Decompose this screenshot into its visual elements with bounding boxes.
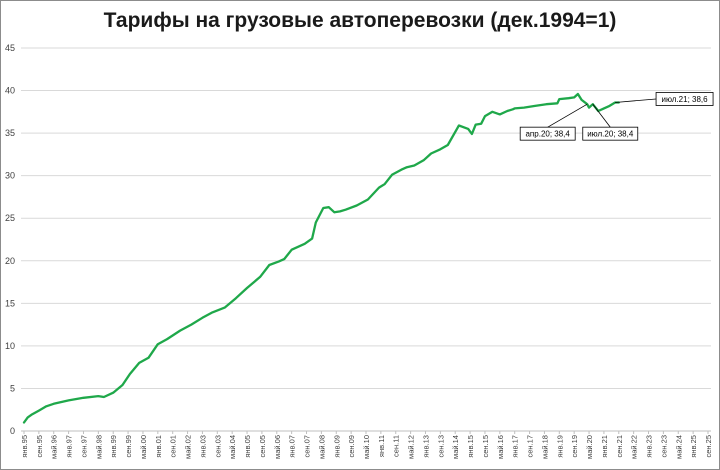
x-tick-label: сен.01 [169,435,178,458]
y-tick-label: 30 [5,171,15,181]
x-tick-label: май.16 [496,435,505,459]
x-tick-label: янв.11 [377,435,386,457]
x-tick-label: янв.07 [288,435,297,458]
x-tick-label: май.14 [451,435,460,459]
x-tick-label: сен.97 [79,435,88,458]
y-tick-label: 5 [10,383,15,393]
x-tick-label: май.08 [317,435,326,459]
annotation-label: июл.21; 38,6 [662,95,709,104]
x-tick-label: май.12 [407,435,416,459]
x-tick-label: сен.99 [124,435,133,458]
x-tick-label: сен.19 [570,435,579,458]
x-tick-label: янв.01 [154,435,163,458]
chart-title: Тарифы на грузовые автоперевозки (дек.19… [103,9,617,32]
x-axis-ticks: янв.95 сен.95 май.96 янв.97 сен.97 май.98 янв.… [20,435,713,459]
x-tick-label: сен.13 [436,435,445,458]
x-tick-label: янв.19 [555,435,564,458]
annotation-label: июл.20; 38,4 [587,130,634,139]
x-tick-label: янв.09 [332,435,341,458]
y-tick-label: 15 [5,298,15,308]
y-tick-label: 10 [5,341,15,351]
x-tick-label: янв.03 [198,435,207,458]
x-tick-label: янв.23 [645,435,654,458]
x-tick-label: янв.95 [20,435,29,458]
x-tick-label: янв.17 [511,435,520,458]
series-line [22,92,620,424]
x-tick-label: сен.09 [347,435,356,458]
series-layer [22,92,620,424]
x-tick-label: май.10 [362,435,371,459]
annotation-box [519,126,576,141]
y-tick-label: 40 [5,86,15,96]
y-tick-label: 20 [5,256,15,266]
x-tick-label: май.98 [94,435,103,459]
x-tick-label: май.96 [50,435,59,459]
annotation-leader [592,103,611,128]
x-tick-label: сен.25 [704,435,713,458]
x-tick-label: май.00 [139,435,148,459]
x-tick-label: сен.07 [303,435,312,458]
x-tick-label: янв.97 [65,435,74,458]
x-tick-label: май.06 [273,435,282,459]
x-tick-label: сен.03 [213,435,222,458]
annotation-box [655,92,714,106]
annotation-ann-apr20: апр.20; 38,4 [519,103,588,141]
annotation-ann-jul20: июл.20; 38,4 [582,103,639,141]
x-tick-label: май.24 [674,435,683,459]
annotation-leader [547,103,588,128]
y-tick-label: 35 [5,128,15,138]
x-tick-label: сен.17 [526,435,535,458]
x-tick-label: сен.95 [35,435,44,458]
gridlines [21,47,711,432]
annotation-box [582,126,639,141]
x-tick-label: янв.15 [466,435,475,458]
annotation-leader [615,98,657,103]
x-tick-label: сен.15 [481,435,490,458]
x-tick-label: сен.23 [659,435,668,458]
annotation-ann-jul21: июл.21; 38,6 [615,92,714,106]
x-tick-label: сен.11 [392,435,401,457]
x-tick-label: май.04 [228,435,237,459]
x-tick-label: янв.25 [689,435,698,458]
y-tick-label: 0 [10,426,15,436]
x-tick-label: май.20 [585,435,594,459]
x-tick-label: янв.13 [421,435,430,458]
x-tick-label: май.18 [540,435,549,459]
y-tick-label: 45 [5,43,15,53]
annotations-layer: апр.20; 38,4 июл.20; 38,4 июл.21; 38,6 [519,92,714,141]
y-axis-ticks: 0 5 10 15 20 25 30 35 40 45 [5,43,15,436]
x-axis [21,430,711,434]
x-tick-label: май.22 [630,435,639,459]
x-tick-label: сен.05 [258,435,267,458]
x-tick-label: май.02 [184,435,193,459]
x-tick-label: янв.99 [109,435,118,458]
x-tick-label: янв.05 [243,435,252,458]
x-tick-label: сен.21 [615,435,624,458]
y-tick-label: 25 [5,213,15,223]
x-tick-label: янв.21 [600,435,609,458]
annotation-label: апр.20; 38,4 [525,130,570,139]
